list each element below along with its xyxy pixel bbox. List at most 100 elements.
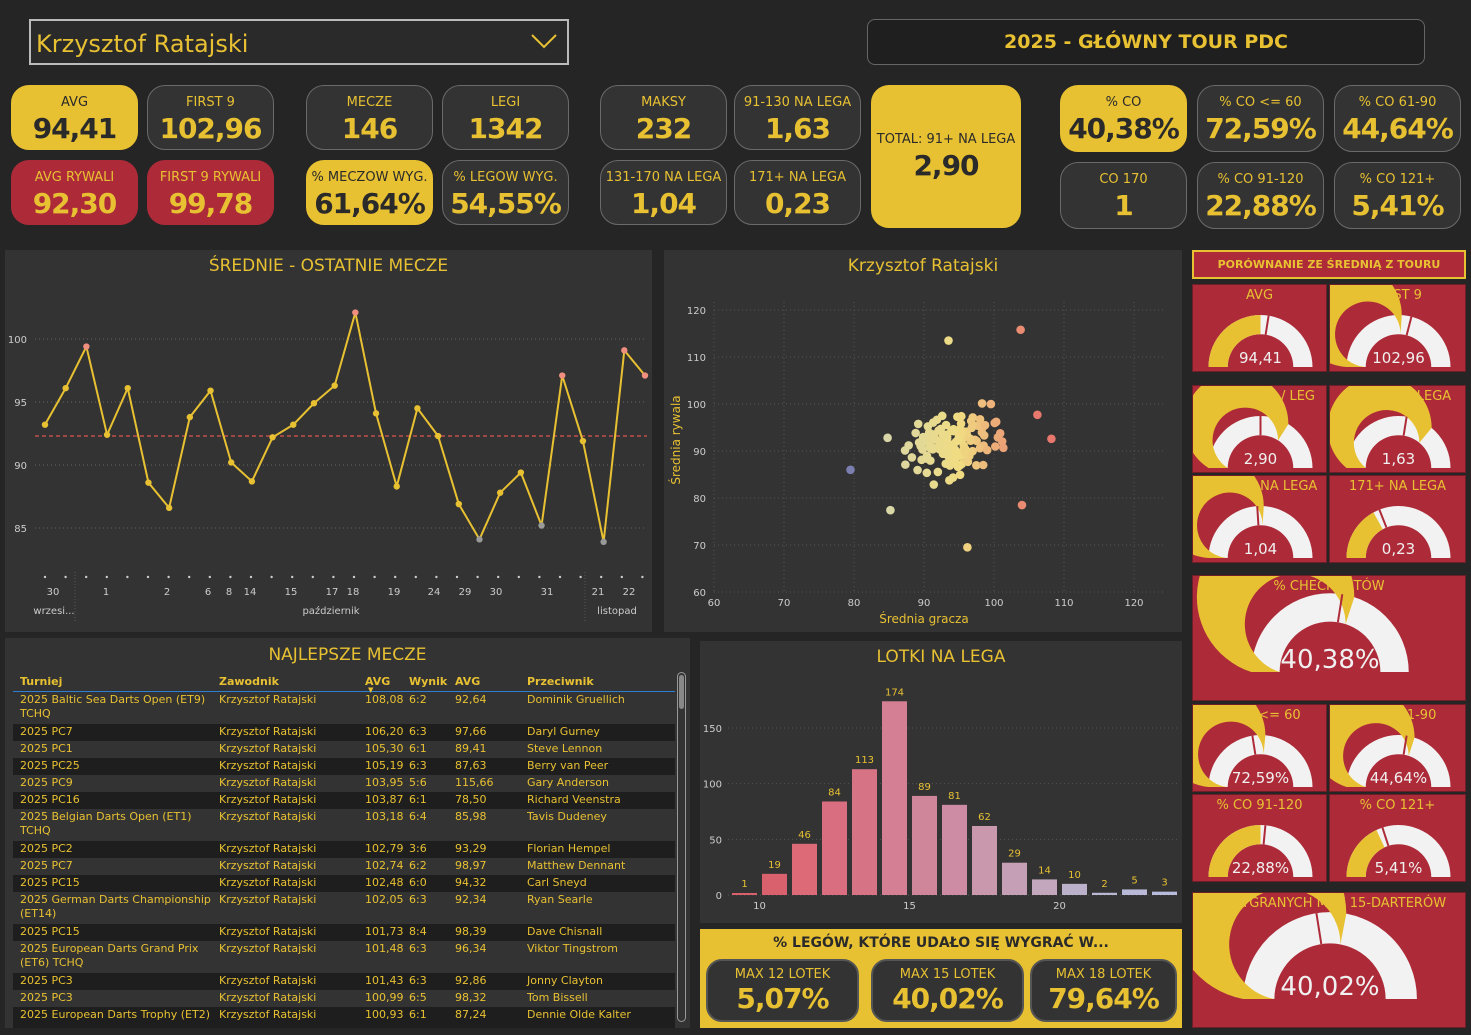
table-row[interactable]: 2025 PC15 Krzysztof Ratajski 102,48 6:0 94,3… — [13, 875, 675, 892]
match-point[interactable] — [937, 411, 947, 421]
table-scrollbar[interactable] — [677, 672, 686, 1022]
avg-point[interactable] — [621, 347, 628, 354]
avg-point[interactable] — [579, 437, 587, 445]
avg-point[interactable] — [517, 469, 525, 476]
match-point[interactable] — [942, 434, 952, 444]
table-row[interactable]: 2025 Belgian Darts Open (ET1) TCHQ Krzysz… — [13, 809, 675, 841]
table-row[interactable]: 2025 PC25 Krzysztof Ratajski 105,19 6:3 87,6… — [13, 758, 675, 775]
avg-point[interactable] — [455, 500, 462, 508]
avg-point[interactable] — [414, 405, 421, 412]
match-point[interactable] — [951, 449, 961, 458]
match-point[interactable] — [953, 436, 962, 445]
match-point[interactable] — [846, 465, 855, 475]
scroll-thumb[interactable] — [679, 675, 684, 709]
match-point[interactable] — [922, 468, 932, 478]
bar[interactable] — [852, 769, 877, 895]
avg-point[interactable] — [641, 372, 649, 379]
match-point[interactable] — [955, 470, 965, 480]
avg-point[interactable] — [559, 372, 566, 379]
avg-point[interactable] — [372, 410, 380, 417]
avg-point[interactable] — [476, 536, 483, 543]
bar[interactable] — [822, 801, 847, 895]
avg-point[interactable] — [496, 489, 504, 496]
match-point[interactable] — [956, 428, 966, 438]
match-point[interactable] — [986, 399, 996, 409]
match-point[interactable] — [883, 433, 892, 443]
match-point[interactable] — [997, 437, 1007, 446]
match-point[interactable] — [911, 428, 920, 438]
match-point[interactable] — [1016, 325, 1025, 335]
table-row[interactable]: 2025 PC3 Krzysztof Ratajski 100,99 6:5 98,32… — [13, 990, 675, 1007]
table-row[interactable]: 2025 PC7 Krzysztof Ratajski 102,74 6:2 98,97… — [13, 858, 675, 875]
match-point[interactable] — [913, 465, 922, 475]
match-point[interactable] — [967, 423, 977, 433]
match-point[interactable] — [991, 417, 1001, 427]
match-point[interactable] — [955, 461, 964, 470]
match-point[interactable] — [978, 460, 988, 470]
col-player[interactable]: Zawodnik — [219, 675, 279, 688]
avg-point[interactable] — [393, 483, 400, 490]
match-point[interactable] — [907, 453, 917, 462]
table-row[interactable]: 2025 PC2 Krzysztof Ratajski 102,79 3:6 93,29… — [13, 841, 675, 858]
bar[interactable] — [1092, 892, 1117, 895]
avg-point[interactable] — [124, 384, 131, 392]
avg-point[interactable] — [600, 538, 607, 546]
avg-point[interactable] — [145, 479, 152, 486]
col-tournament[interactable]: Turniej — [20, 675, 63, 688]
bar[interactable] — [792, 843, 817, 895]
avg-point[interactable] — [186, 413, 194, 421]
avg-point[interactable] — [103, 431, 111, 438]
table-row[interactable]: 2025 PC7 Krzysztof Ratajski 106,20 6:3 97,66… — [13, 724, 675, 741]
match-point[interactable] — [913, 419, 923, 429]
bar[interactable] — [732, 893, 757, 895]
bar[interactable] — [1122, 889, 1147, 895]
avg-point[interactable] — [248, 478, 256, 485]
match-point[interactable] — [941, 420, 951, 430]
bar[interactable] — [1002, 862, 1027, 895]
match-point[interactable] — [957, 411, 966, 421]
match-point[interactable] — [975, 443, 985, 453]
match-point[interactable] — [999, 443, 1008, 453]
match-point[interactable] — [925, 437, 935, 446]
match-point[interactable] — [916, 441, 925, 451]
table-row[interactable]: 2025 PC9 Krzysztof Ratajski 103,95 5:6 115,6… — [13, 775, 675, 792]
col-opponent[interactable]: Przeciwnik — [527, 675, 594, 688]
match-point[interactable] — [966, 436, 975, 445]
avg-point[interactable] — [228, 459, 235, 466]
table-row[interactable]: 2025 PC1 Krzysztof Ratajski 105,30 6:1 89,41… — [13, 741, 675, 758]
bar[interactable] — [1032, 879, 1057, 895]
col-score[interactable]: Wynik — [409, 675, 448, 688]
match-point[interactable] — [945, 476, 954, 485]
table-row[interactable]: 2025 European Darts Trophy (ET2) Krzyszto… — [13, 1007, 675, 1028]
table-row[interactable]: 2025 European Darts Grand Prix (ET6) TCH… — [13, 941, 675, 973]
match-point[interactable] — [947, 426, 956, 436]
avg-point[interactable] — [331, 382, 338, 389]
match-point[interactable] — [904, 441, 913, 450]
avg-point[interactable] — [538, 522, 545, 529]
table-row[interactable]: 2025 PC3 Krzysztof Ratajski 101,43 6:3 92,86… — [13, 973, 675, 990]
bar[interactable] — [942, 804, 967, 895]
match-point[interactable] — [961, 444, 970, 454]
col-avg[interactable]: AVG ▼ — [365, 675, 391, 694]
table-row[interactable]: 2025 PC16 Krzysztof Ratajski 103,87 6:1 78,5… — [13, 792, 675, 809]
avg-point[interactable] — [62, 384, 69, 392]
bar[interactable] — [972, 825, 997, 895]
match-point[interactable] — [922, 451, 932, 461]
player-select[interactable]: Krzysztof Ratajski — [29, 19, 569, 65]
avg-point[interactable] — [290, 421, 297, 428]
match-point[interactable] — [944, 336, 953, 345]
table-row[interactable]: 2025 PC15 Krzysztof Ratajski 101,73 8:4 98,3… — [13, 924, 675, 941]
match-point[interactable] — [1033, 410, 1042, 420]
bar[interactable] — [1152, 891, 1177, 895]
match-point[interactable] — [982, 445, 992, 455]
bar[interactable] — [912, 795, 937, 895]
match-point[interactable] — [1017, 500, 1027, 510]
match-point[interactable] — [963, 543, 972, 552]
avg-point[interactable] — [83, 343, 90, 350]
match-point[interactable] — [991, 442, 1000, 451]
table-row[interactable]: 2025 German Darts Championship (ET14) Krz… — [13, 892, 675, 924]
match-point[interactable] — [1047, 434, 1056, 444]
match-point[interactable] — [972, 436, 981, 446]
bar[interactable] — [762, 873, 787, 895]
match-point[interactable] — [977, 399, 987, 408]
